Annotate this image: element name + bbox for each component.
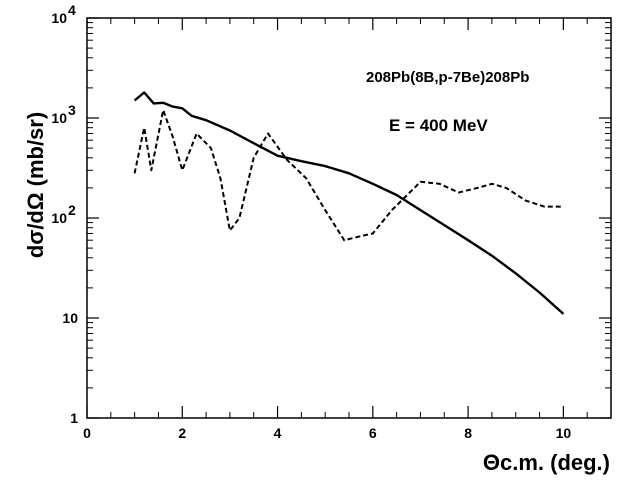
energy-label: E = 400 MeV: [389, 116, 488, 135]
plot-frame: [86, 17, 612, 419]
x-tick-label: 0: [83, 425, 91, 441]
y-tick-label: 10: [51, 210, 67, 226]
series-layer: [133, 91, 565, 315]
y-tick-label: 10: [51, 10, 67, 26]
y-tick-label: 1: [70, 410, 78, 426]
x-tick-label: 2: [178, 425, 186, 441]
dashed-series-line: [133, 109, 564, 242]
x-tick-label: 10: [556, 425, 572, 441]
x-tick-label: 6: [369, 425, 377, 441]
y-tick-label: 10: [51, 110, 67, 126]
y-tick-label: 10: [62, 310, 78, 326]
y-tick-exponent: 4: [68, 2, 76, 18]
y-tick-exponent: 3: [68, 102, 76, 118]
reaction-label: 208Pb(8B,p-7Be)208Pb: [366, 69, 529, 86]
solid-series-line: [133, 91, 565, 315]
x-tick-label: 8: [464, 425, 472, 441]
y-tick-exponent: 2: [68, 202, 76, 218]
x-tick-label: 4: [274, 425, 282, 441]
y-axis-title: dσ/dΩ (mb/sr): [23, 112, 48, 258]
x-axis-title: Θc.m. (deg.): [483, 450, 610, 475]
